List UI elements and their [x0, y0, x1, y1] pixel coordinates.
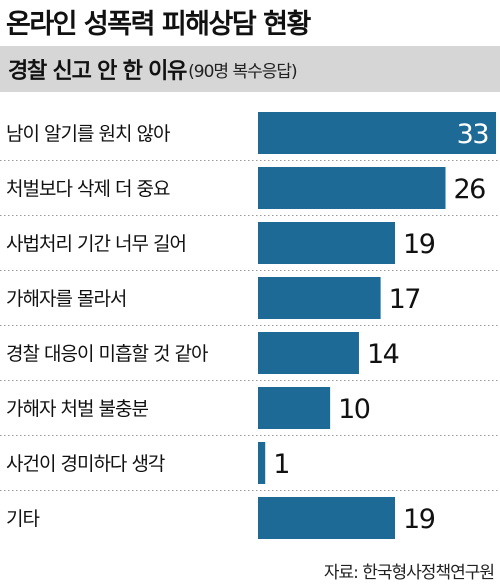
- category-label: 기타: [6, 508, 39, 530]
- bar: [258, 167, 446, 209]
- category-label: 사법처리 기간 너무 길어: [6, 233, 186, 255]
- bar-chart: 남이 알기를 원치 않아 33 처벌보다 삭제 더 중요 26 사법처리 기간 너무 길…: [0, 106, 500, 546]
- category-label: 가해자를 몰라서: [6, 288, 126, 310]
- bar: [258, 497, 396, 539]
- category-label: 가해자 처벌 불충분: [6, 398, 148, 420]
- value-label: 19: [403, 504, 435, 535]
- value-label: 26: [454, 174, 486, 205]
- category-label: 처벌보다 삭제 더 중요: [6, 178, 170, 200]
- value-label: 33: [457, 119, 489, 150]
- value-label: 10: [338, 394, 370, 425]
- value-label: 17: [389, 284, 420, 315]
- subtitle-bar: 경찰 신고 안 한 이유 (90명 복수응답): [0, 46, 500, 92]
- category-label: 경찰 대응이 미흡할 것 같아: [6, 343, 208, 365]
- value-label: 1: [273, 449, 289, 480]
- bar: [258, 277, 381, 319]
- bar: [258, 332, 359, 374]
- chart-title: 온라인 성폭력 피해상담 현황: [6, 9, 311, 40]
- chart-subtitle: 경찰 신고 안 한 이유: [8, 59, 187, 84]
- bar: [258, 222, 396, 264]
- subtitle-note: (90명 복수응답): [188, 61, 298, 82]
- bar: [258, 442, 266, 484]
- bar: [258, 112, 496, 154]
- value-label: 19: [403, 229, 435, 260]
- source-note: 자료: 한국형사정책연구원: [323, 563, 495, 583]
- category-label: 남이 알기를 원치 않아: [6, 123, 170, 145]
- value-label: 14: [367, 339, 399, 370]
- category-label: 사건이 경미하다 생각: [6, 453, 165, 475]
- bar-chart-svg: 남이 알기를 원치 않아 33 처벌보다 삭제 더 중요 26 사법처리 기간 너무 길…: [0, 112, 500, 539]
- bar: [258, 387, 331, 429]
